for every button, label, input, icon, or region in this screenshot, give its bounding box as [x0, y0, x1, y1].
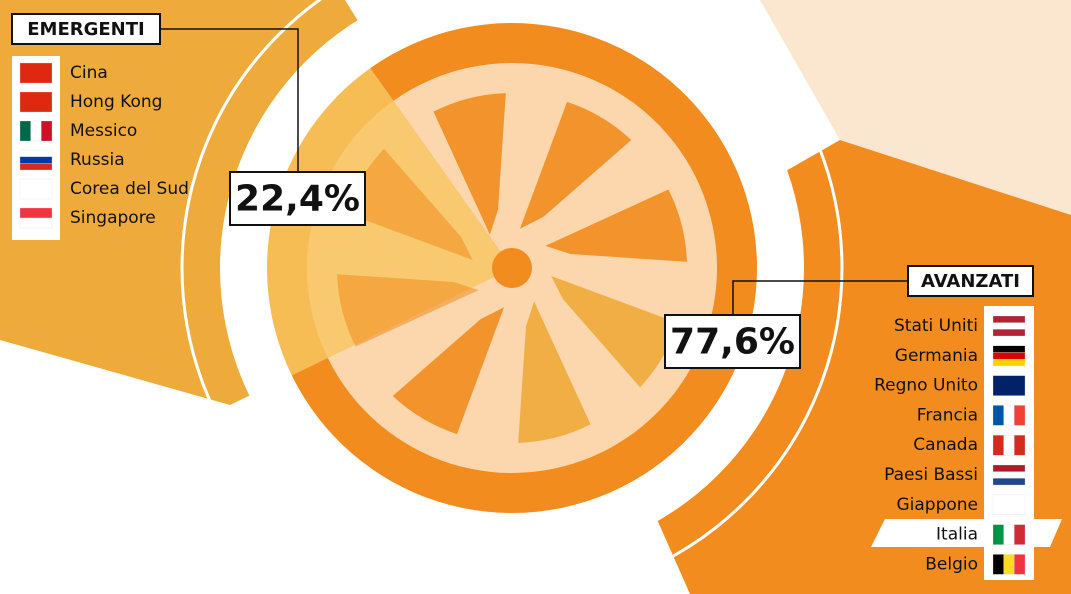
- flag: [19, 156, 53, 164]
- flag: [19, 207, 53, 219]
- flag: [992, 375, 1026, 396]
- flag: [1014, 435, 1026, 456]
- flag: [992, 345, 1026, 353]
- flag: [1014, 405, 1026, 426]
- cream-area: [760, 0, 1071, 215]
- flag: [41, 120, 53, 142]
- flag: [1003, 554, 1015, 575]
- blade: [345, 148, 473, 261]
- country-label: Stati Uniti: [894, 316, 978, 336]
- blade: [551, 275, 679, 388]
- country-label: Hong Kong: [70, 92, 162, 112]
- country-label: Germania: [895, 346, 978, 366]
- value-box: [664, 314, 801, 369]
- flag: [992, 322, 1026, 330]
- flag: [19, 217, 53, 229]
- country-label: Singapore: [70, 208, 156, 228]
- country-label: Paesi Bassi: [884, 465, 978, 485]
- flag: [992, 524, 1004, 545]
- pie-center: [492, 248, 532, 288]
- blade: [337, 274, 479, 347]
- labels: 22,4% 77,6% EMERGENTI AVANZATI Cina Hong Kong…: [11, 13, 1062, 580]
- flag: [992, 554, 1004, 575]
- flag: [1014, 554, 1026, 575]
- country-label: Canada: [913, 435, 978, 455]
- flag: [19, 149, 53, 157]
- country-label: Giappone: [896, 495, 978, 515]
- connector: [732, 280, 908, 315]
- flag: [992, 435, 1004, 456]
- category-box: [11, 13, 161, 45]
- value-box: [229, 171, 366, 226]
- blade: [392, 307, 505, 435]
- flag: [992, 315, 1026, 323]
- flag: [19, 163, 53, 171]
- flag: [19, 178, 53, 200]
- value-label: 22,4%: [235, 179, 360, 220]
- flag: [1003, 524, 1015, 545]
- flag: [30, 120, 42, 142]
- blade: [519, 101, 632, 229]
- value-label: 77,6%: [670, 322, 795, 363]
- blade: [545, 189, 687, 262]
- country-label: Regno Unito: [874, 376, 978, 396]
- country-label: Corea del Sud: [70, 179, 189, 199]
- outer-circle: [180, 0, 844, 594]
- flag: [992, 352, 1026, 360]
- flag: [19, 62, 53, 84]
- country-label: Francia: [917, 405, 978, 425]
- country-label: Messico: [70, 121, 137, 141]
- flag: [1014, 524, 1026, 545]
- country-label: Russia: [70, 150, 125, 170]
- country-label: Italia: [936, 525, 978, 545]
- flag: [992, 494, 1026, 515]
- connector: [160, 28, 299, 172]
- country-label: Belgio: [925, 554, 978, 574]
- category-label: AVANZATI: [921, 271, 1020, 292]
- flag: [1003, 405, 1015, 426]
- blade: [433, 93, 506, 235]
- flag: [1003, 435, 1015, 456]
- flag: [992, 471, 1026, 479]
- flag: [992, 358, 1026, 366]
- country-label: Cina: [70, 63, 108, 83]
- category-box: [907, 265, 1034, 297]
- category-label: EMERGENTI: [27, 19, 144, 40]
- flag: [992, 405, 1004, 426]
- blade: [518, 301, 591, 443]
- flag: [19, 91, 53, 113]
- flag: [992, 464, 1026, 472]
- flag: [992, 478, 1026, 486]
- flag: [992, 329, 1026, 337]
- flag: [19, 120, 31, 142]
